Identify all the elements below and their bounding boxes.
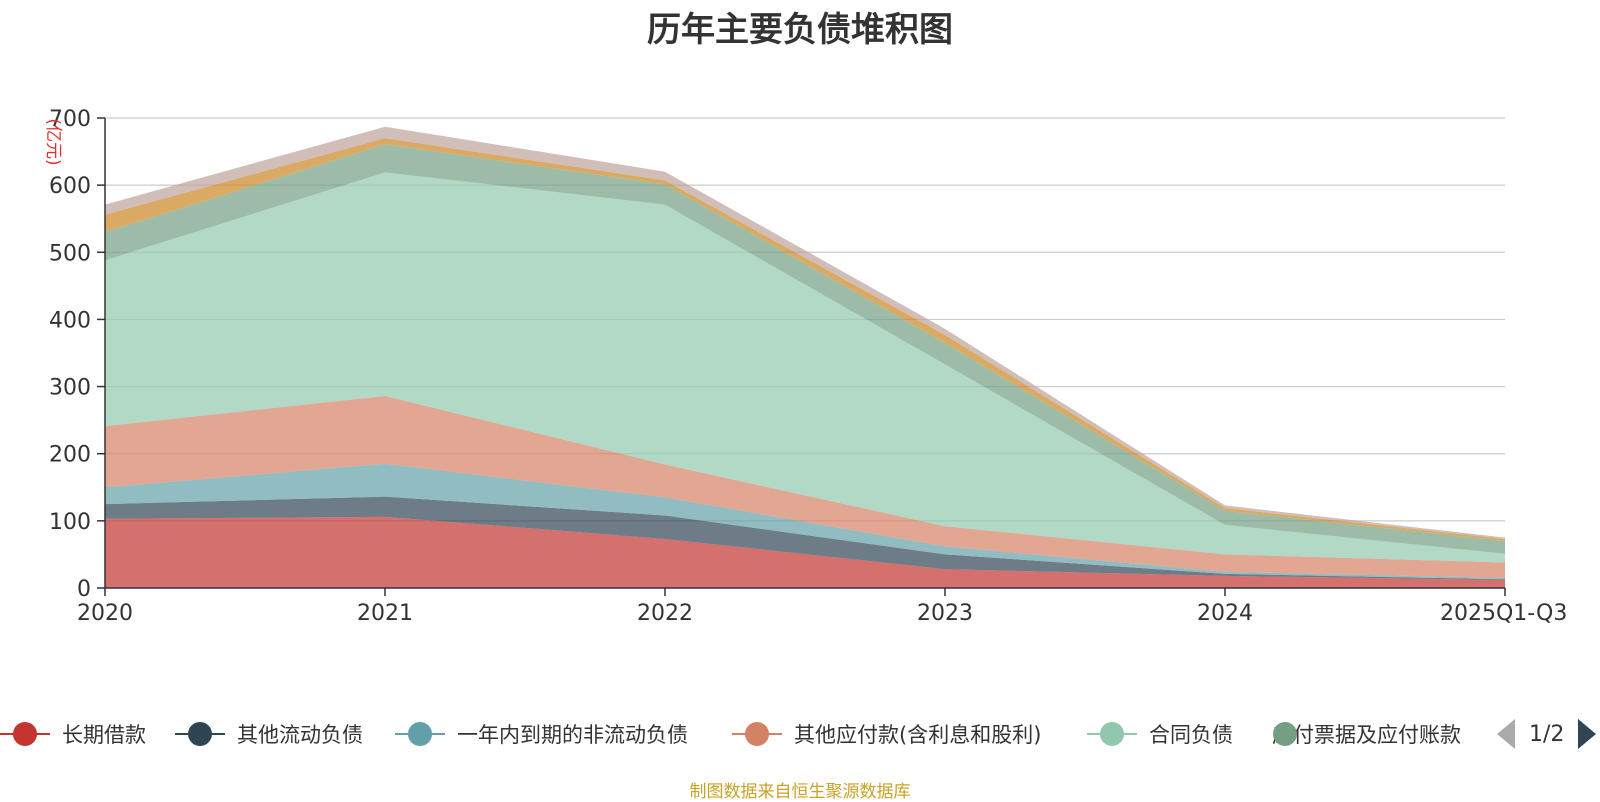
legend-item-contract-liabilities[interactable]: 合同负债 [1087, 714, 1233, 754]
area-series-1 [105, 496, 1505, 580]
y-tick-label: 600 [49, 174, 91, 199]
x-tick-label: 2024 [1197, 601, 1253, 626]
legend-item-other-payables[interactable]: 其他应付款(含利息和股利) [732, 714, 1041, 754]
y-tick-label: 400 [49, 308, 91, 333]
legend-label: 其他流动负债 [237, 723, 363, 747]
legend-item-current-portion-noncurrent[interactable]: 一年内到期的非流动负债 [395, 714, 688, 754]
next-page-icon[interactable] [1578, 719, 1597, 749]
area-series-3 [105, 395, 1505, 578]
legend-label: 应付票据及应付账款 [1272, 723, 1460, 747]
y-tick-label: 0 [77, 577, 91, 602]
area-series-4 [105, 172, 1505, 563]
x-tick-label: 2025Q1-Q3 [1440, 601, 1567, 626]
legend-marker-icon [175, 722, 225, 746]
y-axis-unit-label: (亿元) [43, 118, 63, 165]
x-tick-label: 2021 [357, 601, 413, 626]
area-series-6 [105, 138, 1505, 541]
y-tick-label: 200 [49, 443, 91, 468]
chart-title: 历年主要负债堆积图 [647, 10, 953, 50]
legend-marker-icon [1087, 722, 1137, 746]
data-source-note: 制图数据来自恒生聚源数据库 [689, 782, 911, 802]
x-tick-label: 2020 [77, 601, 133, 626]
legend-page-indicator: 1/2 [1529, 721, 1565, 747]
prev-page-icon[interactable] [1497, 719, 1515, 749]
area-series-2 [105, 463, 1505, 580]
legend-label: 长期借款 [62, 723, 146, 747]
legend: 长期借款 其他流动负债 一年内到期的非流动负债 其他应付款(含利息和股利) 合同… [0, 714, 1600, 754]
area-series-0 [105, 516, 1505, 588]
legend-item-notes-and-accounts-payable[interactable]: 应付票据及应付账款 [1260, 714, 1460, 754]
y-tick-label: 300 [49, 376, 91, 401]
legend-marker-icon [0, 722, 50, 746]
legend-label: 合同负债 [1149, 723, 1233, 747]
legend-marker-icon [395, 722, 445, 746]
y-tick-label: 100 [49, 510, 91, 535]
area-series-7 [105, 126, 1505, 539]
y-tick-label: 500 [49, 241, 91, 266]
stacked-area-chart: 0 100 200 300 400 500 600 700 2020 2021 2022 2023 20… [43, 107, 1567, 626]
legend-item-other-current-liabilities[interactable]: 其他流动负债 [175, 714, 363, 754]
x-tick-label: 2023 [917, 601, 973, 626]
legend-item-long-term-loans[interactable]: 长期借款 [0, 714, 146, 754]
legend-pager: 1/2 [1497, 718, 1597, 750]
y-tick-label: 700 [49, 107, 91, 132]
legend-label: 一年内到期的非流动负债 [457, 723, 688, 747]
legend-marker-icon [732, 722, 782, 746]
legend-label: 其他应付款(含利息和股利) [794, 723, 1042, 747]
x-tick-label: 2022 [637, 601, 693, 626]
